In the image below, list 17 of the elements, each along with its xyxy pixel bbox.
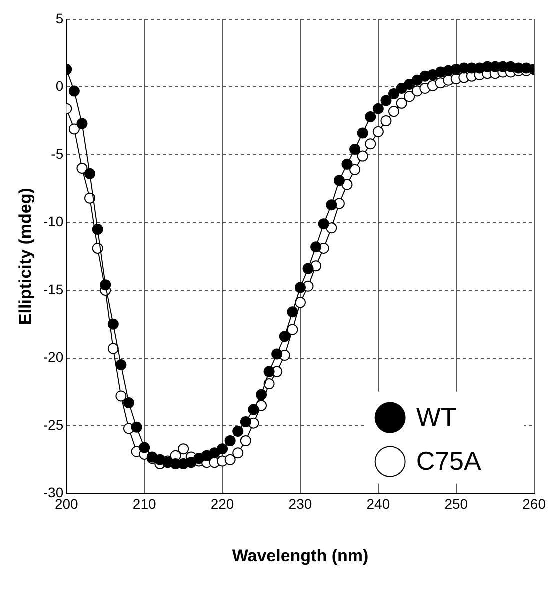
y-tick-label: 5	[56, 10, 64, 26]
y-tick-label: -25	[43, 416, 64, 433]
y-tick-label: -10	[43, 214, 64, 230]
legend-label: C75A	[416, 446, 482, 476]
y-tick-label: -5	[51, 146, 64, 162]
x-tick-label: 250	[444, 496, 468, 512]
y-tick-label: -15	[43, 281, 64, 298]
x-axis-title: Wavelength (nm)	[232, 546, 369, 566]
legend-label: WT	[416, 402, 457, 432]
x-tick-label: 260	[522, 496, 546, 512]
y-tick-label: 0	[56, 78, 64, 94]
x-tick-label: 210	[132, 496, 156, 512]
y-tick-label: -20	[43, 349, 64, 366]
x-tick-label: 220	[210, 496, 234, 512]
x-tick-label: 230	[288, 496, 312, 512]
y-axis-title: Ellipticity (mdeg)	[16, 188, 35, 326]
x-tick-label: 240	[366, 496, 390, 512]
